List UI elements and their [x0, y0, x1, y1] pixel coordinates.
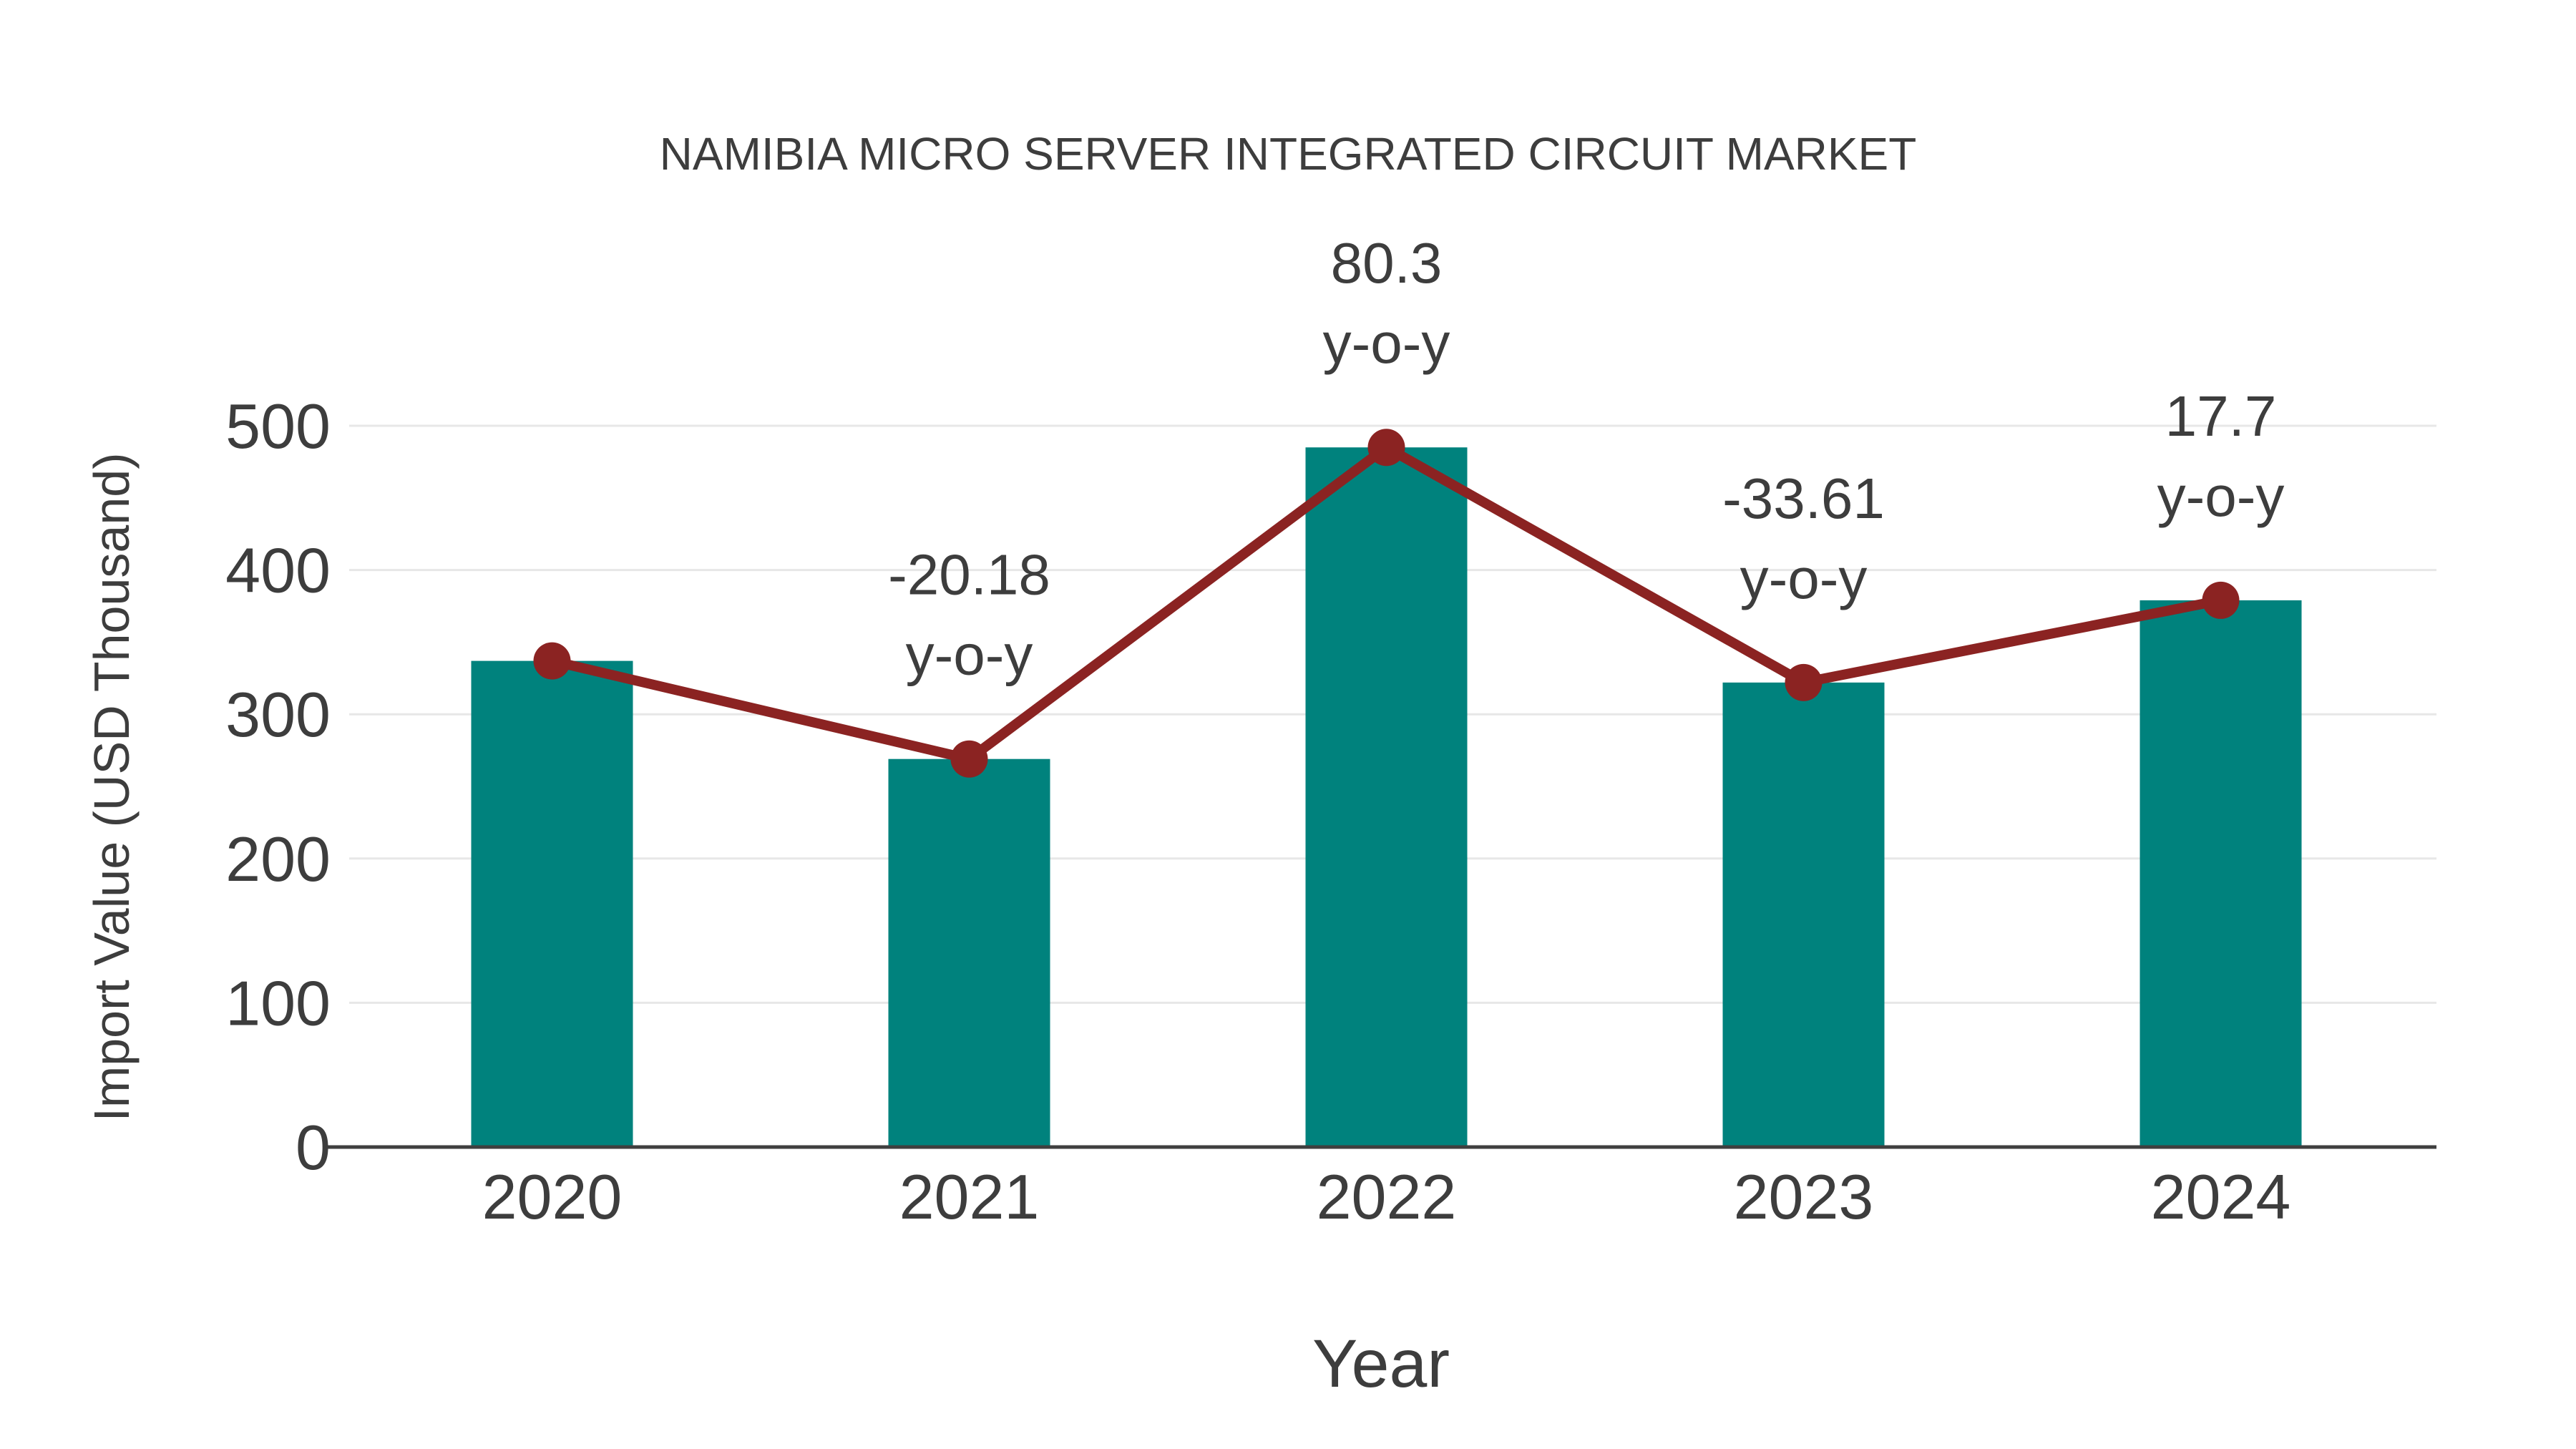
x-tick-2023: 2023: [1734, 1161, 1874, 1232]
chart-title: NAMIBIA MICRO SERVER INTEGRATED CIRCUIT …: [660, 128, 1917, 180]
trend-marker-2023: [1785, 663, 1823, 701]
bar-2021: [888, 758, 1050, 1147]
bar-series: [471, 447, 2302, 1147]
trend-marker-2024: [2202, 581, 2240, 619]
annotation-value-2022: 80.3: [1331, 231, 1443, 295]
annotation-yoy-2024: y-o-y: [2157, 464, 2285, 528]
y-tick-400: 400: [225, 535, 331, 606]
y-tick-labels: 0 100 200 300 400 500: [225, 391, 331, 1183]
annotation-yoy-2021: y-o-y: [906, 623, 1033, 687]
x-tick-2021: 2021: [899, 1161, 1040, 1232]
yoy-annotations: -20.18 y-o-y 80.3 y-o-y -33.61 y-o-y 17.7 y-o-y: [888, 231, 2284, 686]
x-tick-2024: 2024: [2151, 1161, 2291, 1232]
bar-2024: [2140, 600, 2302, 1147]
annotation-value-2023: -33.61: [1722, 467, 1885, 530]
trend-line-series: [533, 429, 2240, 778]
bar-2023: [1722, 682, 1885, 1147]
y-tick-0: 0: [296, 1112, 331, 1183]
x-tick-labels: 2020 2021 2022 2023 2024: [482, 1161, 2291, 1232]
y-axis-label: Import Value (USD Thousand): [84, 452, 140, 1121]
annotation-yoy-2022: y-o-y: [1323, 311, 1450, 375]
annotation-value-2021: -20.18: [888, 543, 1050, 607]
x-tick-2022: 2022: [1317, 1161, 1457, 1232]
annotation-yoy-2023: y-o-y: [1740, 547, 1868, 610]
bar-2022: [1305, 447, 1468, 1147]
bar-2020: [471, 660, 633, 1147]
annotation-value-2024: 17.7: [2165, 384, 2277, 448]
x-axis-label: Year: [1312, 1326, 1450, 1402]
y-tick-300: 300: [225, 679, 331, 750]
x-tick-2020: 2020: [482, 1161, 623, 1232]
y-tick-100: 100: [225, 967, 331, 1038]
trend-marker-2021: [950, 740, 988, 778]
y-tick-200: 200: [225, 824, 331, 894]
y-tick-500: 500: [225, 391, 331, 462]
trend-marker-2020: [533, 642, 571, 680]
trend-marker-2022: [1367, 429, 1405, 467]
